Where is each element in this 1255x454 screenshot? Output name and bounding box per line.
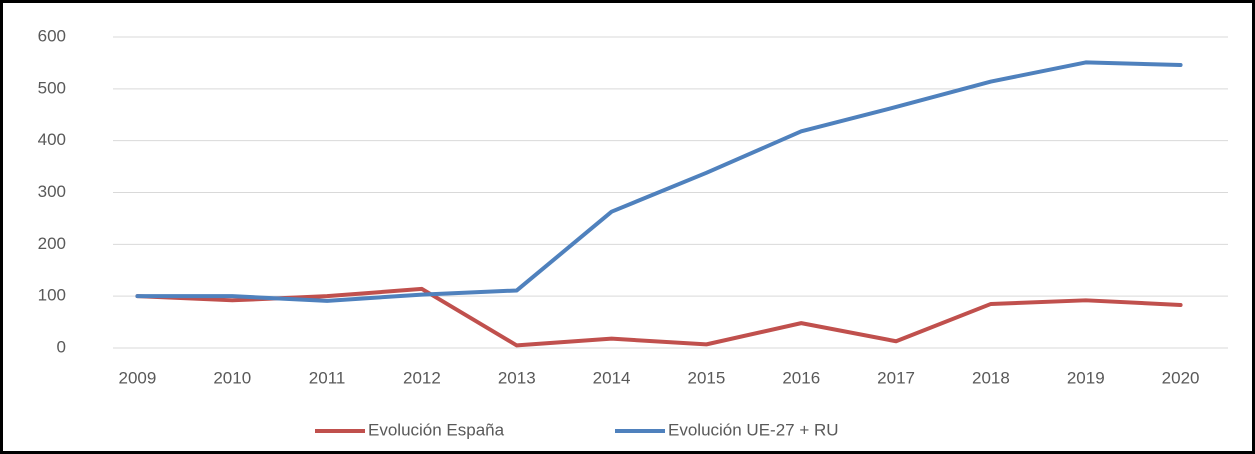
y-tick-label: 500 xyxy=(38,78,66,97)
x-tick-label: 2010 xyxy=(213,368,251,387)
x-tick-label: 2018 xyxy=(972,368,1010,387)
y-tick-label: 200 xyxy=(38,234,66,253)
legend-label: Evolución España xyxy=(368,420,505,439)
x-tick-label: 2015 xyxy=(688,368,726,387)
y-tick-label: 100 xyxy=(38,286,66,305)
x-tick-label: 2012 xyxy=(403,368,441,387)
x-tick-label: 2014 xyxy=(593,368,631,387)
x-tick-label: 2019 xyxy=(1067,368,1105,387)
x-tick-label: 2017 xyxy=(877,368,915,387)
y-tick-label: 600 xyxy=(38,26,66,45)
x-tick-label: 2020 xyxy=(1162,368,1200,387)
series-line xyxy=(135,60,1183,303)
y-tick-label: 300 xyxy=(38,182,66,201)
x-tick-label: 2011 xyxy=(309,368,346,387)
legend-label: Evolución UE-27 + RU xyxy=(668,420,839,439)
x-tick-label: 2009 xyxy=(119,368,157,387)
y-tick-label: 400 xyxy=(38,130,66,149)
y-tick-label: 0 xyxy=(57,337,66,356)
x-tick-label: 2016 xyxy=(782,368,820,387)
series-line xyxy=(135,286,1183,348)
x-tick-label: 2013 xyxy=(498,368,536,387)
